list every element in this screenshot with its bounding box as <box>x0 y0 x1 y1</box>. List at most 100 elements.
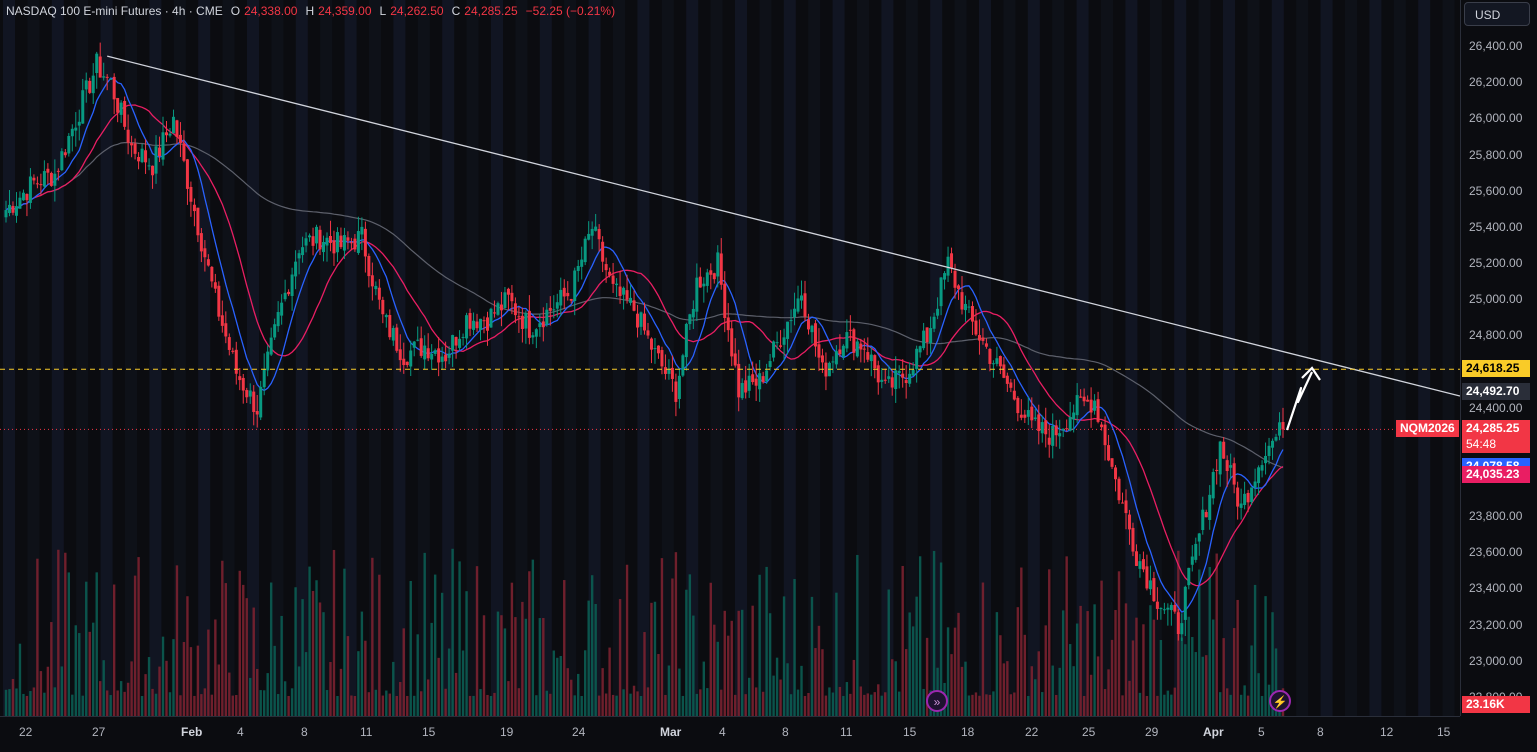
volume-bar <box>1264 596 1267 716</box>
candle-body <box>1103 424 1107 446</box>
volume-bar <box>1124 603 1128 716</box>
volume-bar <box>95 572 98 716</box>
candle-body <box>649 338 653 350</box>
volume-bar <box>105 690 109 716</box>
replay-icon[interactable]: » <box>926 690 948 712</box>
candle-body <box>1159 607 1163 609</box>
volume-bar <box>437 657 440 716</box>
candle-body <box>862 348 866 350</box>
volume-bar <box>1208 567 1211 716</box>
time-axis[interactable]: 22 27 Feb 4 8 11 15 19 24 Mar 4 8 11 15 18 22 25 29 Apr 5 8 1… <box>0 716 1460 752</box>
volume-bar <box>461 650 465 716</box>
volume-bar <box>1065 556 1068 716</box>
volume-bar <box>18 643 22 716</box>
session-band <box>3 0 15 716</box>
candle-body <box>266 351 270 371</box>
volume-bar <box>318 602 322 716</box>
volume-bar <box>594 603 597 716</box>
price-chart[interactable] <box>0 0 1461 716</box>
volume-bar <box>85 581 88 716</box>
candle-body <box>820 355 824 363</box>
candle-body <box>779 345 783 347</box>
candle-body <box>248 390 252 397</box>
candle-body <box>1264 455 1268 464</box>
volume-bar <box>570 679 573 716</box>
volume-bar <box>845 682 849 716</box>
volume-bar <box>489 695 493 716</box>
time-tick-label: 8 <box>1317 725 1324 739</box>
session-band <box>637 0 650 716</box>
volume-bar <box>454 672 458 716</box>
volume-bar <box>653 601 657 716</box>
close-label: C <box>451 4 461 18</box>
candle-body <box>1068 416 1072 431</box>
volume-bar <box>723 610 726 716</box>
price-axis[interactable]: 26,400.00 26,200.00 26,000.00 25,800.00 25,6… <box>1460 0 1537 716</box>
candle-body <box>39 184 43 186</box>
candle-body <box>1075 395 1079 416</box>
volume-bar <box>597 695 601 716</box>
volume-bar <box>1191 637 1194 716</box>
volume-bar <box>891 659 894 716</box>
volume-bar <box>807 692 810 716</box>
candle-body <box>608 271 612 276</box>
candle-body <box>294 261 298 277</box>
candle-body <box>677 375 681 399</box>
volume-bar <box>587 600 590 716</box>
candle-body <box>656 345 660 354</box>
time-tick-label: 15 <box>1437 725 1451 739</box>
candle-body <box>42 171 46 187</box>
volume-bar <box>1128 680 1131 716</box>
currency-button[interactable]: USD <box>1464 2 1530 26</box>
volume-bar <box>960 666 964 716</box>
volume-bar <box>583 650 587 716</box>
volume-bar <box>538 618 542 716</box>
candle-body <box>824 362 828 377</box>
change-value: −52.25 (−0.21%) <box>525 4 616 18</box>
volume-bar <box>133 575 137 716</box>
volume-bar <box>817 625 821 716</box>
candle-body <box>1281 422 1285 430</box>
volume-bar <box>590 575 594 716</box>
candle-body <box>688 314 692 325</box>
chart-area[interactable]: NASDAQ 100 E-mini Futures · 4h · CME O 24… <box>0 0 1461 716</box>
candle-body <box>981 337 985 341</box>
candle-body <box>164 132 168 136</box>
candle-body <box>1232 463 1236 485</box>
candle-body <box>754 378 758 386</box>
candle-body <box>1271 440 1275 448</box>
volume-bar <box>102 660 105 716</box>
candle-body <box>813 323 817 347</box>
candle-body <box>496 303 500 315</box>
volume-bar <box>112 584 116 716</box>
candle-body <box>691 308 695 318</box>
lightning-icon[interactable]: ⚡ <box>1269 690 1291 712</box>
candle-body <box>838 349 842 355</box>
candle-body <box>353 238 357 250</box>
candle-body <box>402 358 406 366</box>
time-tick-label: 11 <box>360 725 373 739</box>
volume-bar <box>727 635 730 716</box>
candle-body <box>35 183 39 185</box>
time-tick-label: 27 <box>92 725 106 739</box>
volume-bar <box>510 582 514 716</box>
candle-body <box>472 320 476 330</box>
volume-bar <box>290 688 294 716</box>
volume-bar <box>458 561 461 716</box>
volume-bar <box>1051 665 1054 716</box>
candle-body <box>238 376 242 381</box>
volume-bar <box>880 695 883 716</box>
candle-body <box>7 204 11 214</box>
candle-body <box>241 377 245 391</box>
candle-body <box>311 236 315 246</box>
candle-body <box>1124 500 1128 514</box>
session-band <box>1052 0 1065 716</box>
candle-body <box>1141 559 1145 570</box>
candle-body <box>147 165 151 167</box>
candle-body <box>224 323 228 337</box>
candle-body <box>395 327 399 351</box>
volume-bar <box>1225 688 1229 716</box>
candle-body <box>506 288 510 295</box>
candle-body <box>587 233 591 240</box>
volume-bar <box>444 688 447 716</box>
